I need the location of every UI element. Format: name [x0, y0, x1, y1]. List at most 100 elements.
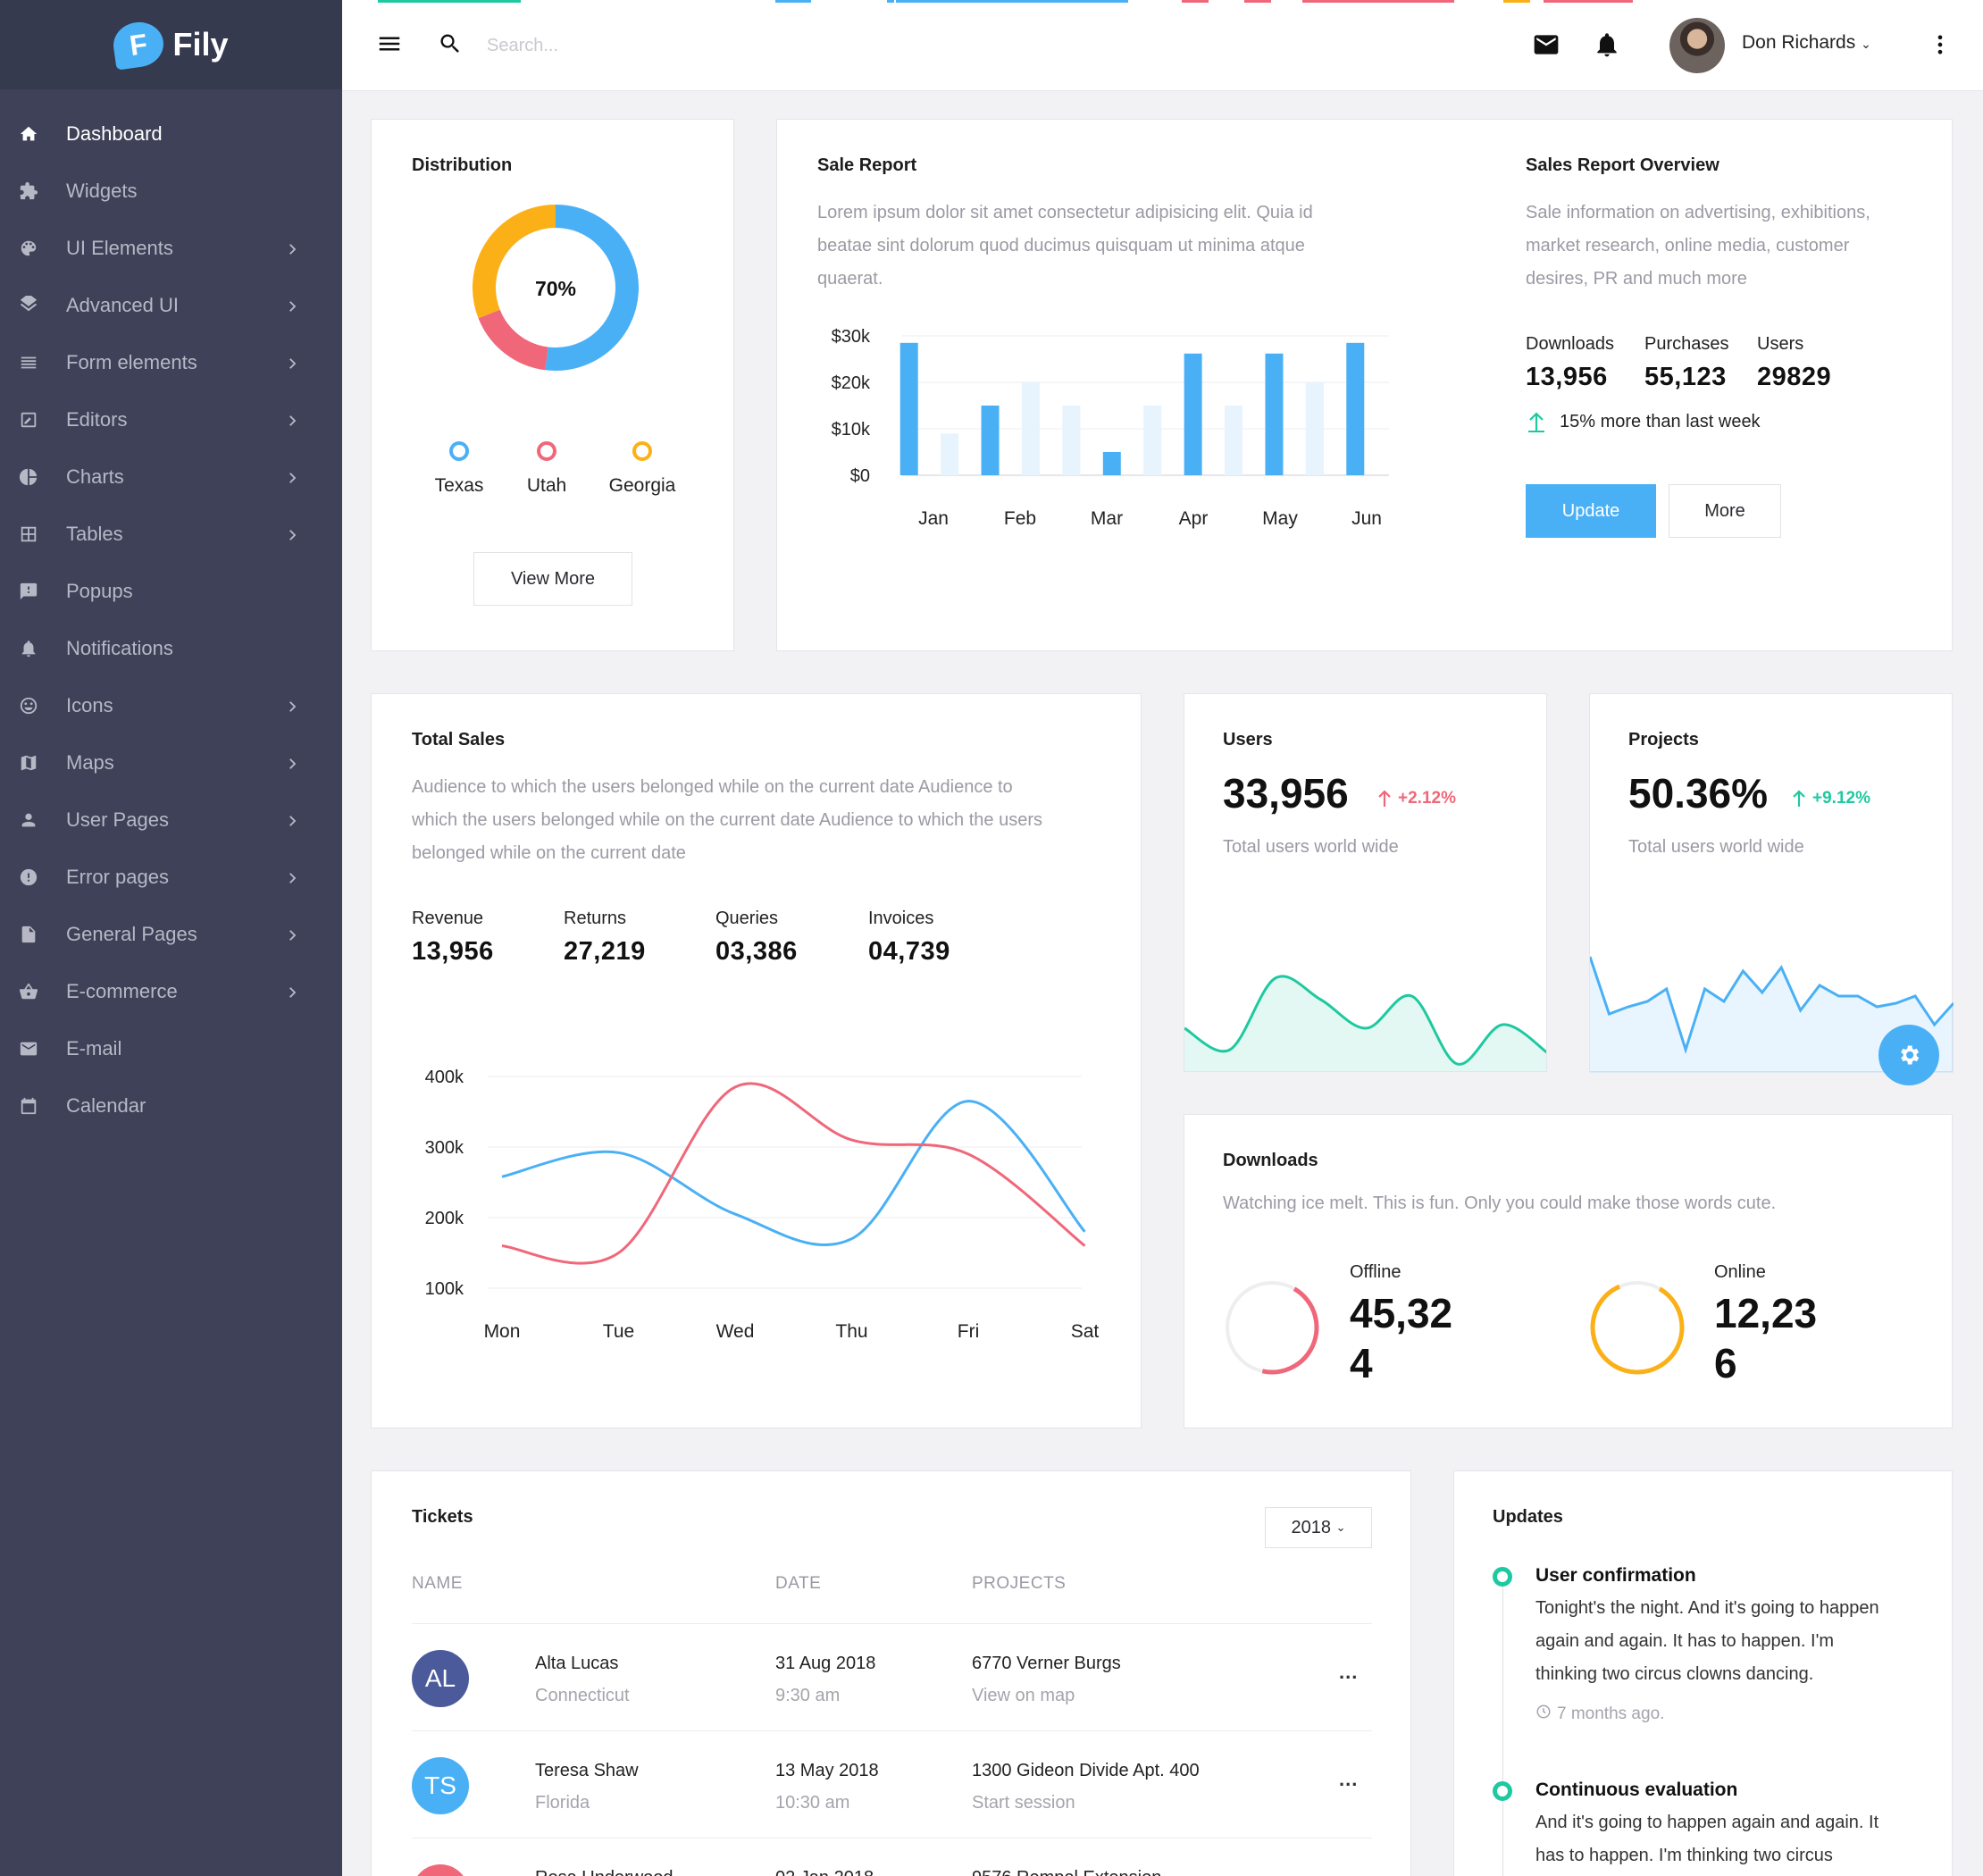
series-line-blue[interactable] [501, 1100, 1086, 1247]
sidebar-item-general-pages[interactable]: General Pages [0, 906, 342, 963]
ticket-project-link[interactable]: View on map [972, 1686, 1075, 1705]
row-menu-icon[interactable]: ... [1339, 1661, 1359, 1683]
total-sales-description: Audience to which the users belonged whi… [412, 771, 1126, 870]
search-icon[interactable] [435, 29, 465, 59]
y-tick-label: $30k [832, 327, 871, 347]
update-text-line: Tonight's the night. And it's going to h… [1535, 1598, 1879, 1618]
legend-marker-icon [449, 441, 469, 461]
column-header-projects[interactable]: PROJECTS [972, 1574, 1067, 1593]
sidebar-item-icons[interactable]: Icons [0, 677, 342, 734]
card-title: Projects [1628, 730, 1699, 750]
ticket-name[interactable]: Rosa Underwood [535, 1868, 674, 1876]
brand-logo[interactable]: F Fily [0, 0, 342, 89]
ticket-date: 13 May 2018 [775, 1761, 879, 1780]
series-line-red[interactable] [501, 1082, 1086, 1265]
sidebar-item-form-elements[interactable]: Form elements [0, 334, 342, 391]
chevron-right-icon [284, 525, 302, 543]
overview-stat-label: Downloads [1526, 334, 1614, 354]
avatar[interactable]: TS [412, 1757, 469, 1814]
chevron-down-icon: ⌄ [1335, 1520, 1346, 1534]
notification-bell-icon[interactable] [1591, 29, 1623, 61]
bar-secondary[interactable] [1143, 406, 1162, 475]
app-name: Fily [172, 26, 229, 63]
bar-secondary[interactable] [1062, 406, 1081, 475]
bar-primary[interactable] [899, 342, 918, 475]
sidebar-item-tables[interactable]: Tables [0, 506, 342, 563]
search-input[interactable] [487, 30, 844, 61]
user-avatar[interactable] [1669, 18, 1725, 73]
bar-primary[interactable] [1184, 353, 1202, 475]
more-button[interactable]: More [1669, 484, 1781, 538]
update-time: 7 months ago. [1535, 1704, 1664, 1725]
sidebar: F Fily Dashboard Widgets UI Elements Advanc… [0, 0, 342, 1876]
hamburger-menu-icon[interactable] [374, 29, 405, 59]
legend-item-georgia[interactable]: Georgia [598, 441, 687, 497]
sidebar-item-user-pages[interactable]: User Pages [0, 791, 342, 849]
y-tick-label: 200k [425, 1209, 464, 1228]
logo-badge-icon: F [111, 19, 167, 71]
sidebar-item-e-mail[interactable]: E-mail [0, 1020, 342, 1077]
sparkline-area [1590, 957, 1954, 1073]
overview-stat-value: 29829 [1757, 363, 1832, 391]
legend-item-utah[interactable]: Utah [502, 441, 591, 497]
column-header-date[interactable]: DATE [775, 1574, 822, 1593]
sidebar-item-calendar[interactable]: Calendar [0, 1077, 342, 1135]
bar-primary[interactable] [1102, 452, 1121, 475]
ticket-date: 31 Aug 2018 [775, 1654, 876, 1673]
bar-secondary[interactable] [941, 433, 959, 475]
sidebar-item-label: E-commerce [66, 980, 178, 1002]
sidebar-item-label: Tables [66, 523, 123, 545]
update-text-line: again and again. It has to happen. I'm [1535, 1631, 1835, 1651]
update-text-line: And it's going to happen again and again… [1535, 1813, 1879, 1832]
y-tick-label: $20k [832, 373, 871, 393]
bar-secondary[interactable] [1225, 406, 1243, 475]
x-tick-label: Feb [1004, 508, 1036, 529]
avatar[interactable]: AL [412, 1650, 469, 1707]
ticket-project-link[interactable]: Start session [972, 1793, 1075, 1813]
user-name[interactable]: Don Richards ⌄ [1742, 32, 1871, 53]
sidebar-item-charts[interactable]: Charts [0, 448, 342, 506]
bar-primary[interactable] [1346, 342, 1365, 475]
update-title[interactable]: User confirmation [1535, 1565, 1696, 1586]
sidebar-item-label: Dashboard [66, 122, 163, 145]
sidebar-item-e-commerce[interactable]: E-commerce [0, 963, 342, 1020]
update-title[interactable]: Continuous evaluation [1535, 1780, 1738, 1800]
settings-fab[interactable] [1878, 1025, 1939, 1085]
x-tick-label: Mar [1091, 508, 1123, 529]
sidebar-item-editors[interactable]: Editors [0, 391, 342, 448]
sale-report-description: Lorem ipsum dolor sit amet consectetur a… [817, 197, 1407, 296]
bar-secondary[interactable] [1305, 382, 1324, 475]
avatar[interactable] [412, 1864, 469, 1876]
ticket-name[interactable]: Alta Lucas [535, 1654, 619, 1673]
sidebar-item-ui-elements[interactable]: UI Elements [0, 220, 342, 277]
card-title: Tickets [412, 1507, 473, 1527]
sidebar-item-dashboard[interactable]: Dashboard [0, 105, 342, 163]
card-title: Users [1223, 730, 1273, 750]
legend-item-texas[interactable]: Texas [414, 441, 504, 497]
column-header-name[interactable]: NAME [412, 1574, 463, 1593]
y-tick-label: $10k [832, 420, 871, 440]
bar-primary[interactable] [981, 406, 1000, 475]
sidebar-item-advanced-ui[interactable]: Advanced UI [0, 277, 342, 334]
more-vertical-icon[interactable] [1927, 29, 1954, 61]
x-tick-label: Wed [716, 1321, 755, 1342]
mail-icon[interactable] [1530, 29, 1562, 61]
bar-secondary[interactable] [1021, 382, 1040, 475]
pie-chart-icon [18, 466, 39, 488]
sidebar-item-notifications[interactable]: Notifications [0, 620, 342, 677]
update-button[interactable]: Update [1526, 484, 1656, 538]
sidebar-item-popups[interactable]: Popups [0, 563, 342, 620]
year-select[interactable]: 2018 ⌄ [1265, 1507, 1372, 1548]
sidebar-item-widgets[interactable]: Widgets [0, 163, 342, 220]
ticket-time: 10:30 am [775, 1793, 850, 1813]
description-line: beatae sint dolorum quod ducimus quisqua… [817, 236, 1305, 255]
chevron-right-icon [284, 354, 302, 372]
sidebar-item-error-pages[interactable]: Error pages [0, 849, 342, 906]
overview-title: Sales Report Overview [1526, 155, 1719, 175]
sidebar-item-maps[interactable]: Maps [0, 734, 342, 791]
row-menu-icon[interactable]: ... [1339, 1768, 1359, 1790]
view-more-button[interactable]: View More [473, 552, 632, 606]
ticket-name[interactable]: Teresa Shaw [535, 1761, 639, 1780]
bar-primary[interactable] [1265, 353, 1284, 475]
y-tick-label: 400k [425, 1068, 464, 1087]
